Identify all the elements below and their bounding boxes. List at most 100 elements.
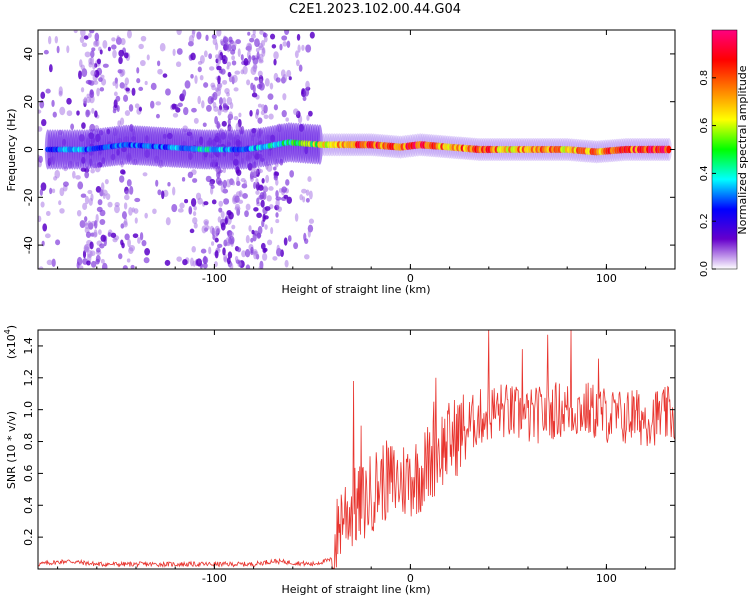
noise-speck bbox=[86, 253, 92, 263]
noise-speck bbox=[38, 266, 44, 269]
noise-speck bbox=[136, 67, 140, 74]
noise-speck bbox=[207, 96, 214, 105]
noise-speck bbox=[214, 54, 220, 59]
y-tick-label: -20 bbox=[22, 188, 35, 206]
noise-speck bbox=[289, 170, 294, 178]
noise-speck bbox=[197, 95, 201, 105]
noise-speck bbox=[51, 188, 56, 194]
noise-speck bbox=[231, 60, 237, 66]
noise-speck bbox=[228, 76, 233, 83]
noise-speck bbox=[272, 256, 278, 261]
noise-speck bbox=[94, 32, 100, 42]
noise-speck bbox=[138, 86, 144, 92]
noise-speck bbox=[192, 260, 196, 267]
noise-speck bbox=[171, 203, 178, 213]
y-tick-label: 1.0 bbox=[22, 401, 35, 419]
noise-speck bbox=[58, 90, 63, 97]
noise-speck bbox=[88, 61, 93, 68]
noise-speck bbox=[38, 215, 42, 223]
snr-ylabel: SNR (10 * v/v) bbox=[5, 411, 18, 489]
noise-speck bbox=[189, 228, 195, 234]
noise-speck bbox=[220, 211, 225, 219]
noise-speck bbox=[172, 186, 176, 196]
noise-speck bbox=[126, 179, 132, 187]
noise-speck bbox=[45, 210, 51, 217]
noise-speck bbox=[44, 233, 51, 239]
noise-speck bbox=[38, 126, 43, 132]
noise-speck bbox=[254, 168, 259, 176]
noise-speck bbox=[76, 110, 80, 116]
noise-speck bbox=[254, 76, 259, 81]
noise-speck bbox=[225, 179, 232, 188]
noise-speck bbox=[273, 166, 277, 171]
noise-speck bbox=[218, 200, 224, 207]
noise-speck bbox=[120, 239, 124, 246]
noise-speck bbox=[261, 104, 265, 112]
noise-speck bbox=[234, 70, 241, 75]
noise-speck bbox=[218, 97, 223, 106]
noise-speck bbox=[236, 247, 242, 253]
noise-speck bbox=[129, 244, 136, 252]
noise-speck bbox=[212, 37, 218, 46]
noise-speck bbox=[97, 199, 103, 206]
noise-speck bbox=[232, 194, 238, 203]
noise-speck bbox=[188, 205, 193, 215]
noise-speck bbox=[209, 225, 214, 234]
noise-speck bbox=[196, 258, 203, 267]
noise-speck bbox=[193, 117, 199, 124]
noise-speck bbox=[84, 171, 90, 179]
noise-speck bbox=[177, 102, 183, 108]
noise-speck bbox=[80, 30, 86, 37]
noise-speck bbox=[231, 55, 236, 61]
noise-speck bbox=[260, 242, 266, 250]
noise-speck bbox=[52, 111, 57, 118]
noise-speck bbox=[171, 103, 177, 110]
noise-speck bbox=[222, 36, 229, 44]
noise-speck bbox=[144, 80, 148, 86]
noise-speck bbox=[199, 75, 204, 81]
noise-speck bbox=[211, 199, 217, 205]
noise-speck bbox=[132, 233, 139, 239]
noise-speck bbox=[262, 252, 268, 261]
noise-speck bbox=[87, 32, 92, 38]
noise-speck bbox=[202, 262, 208, 269]
noise-speck bbox=[124, 77, 129, 86]
noise-speck bbox=[251, 92, 258, 98]
noise-speck bbox=[229, 102, 234, 110]
noise-speck bbox=[227, 251, 233, 259]
noise-speck bbox=[193, 205, 197, 211]
noise-speck bbox=[66, 97, 72, 105]
noise-speck bbox=[286, 40, 291, 48]
noise-speck bbox=[107, 46, 111, 52]
noise-speck bbox=[116, 35, 120, 42]
noise-speck bbox=[89, 89, 95, 98]
noise-speck bbox=[124, 110, 131, 116]
noise-speck bbox=[258, 59, 264, 64]
noise-speck bbox=[162, 73, 168, 78]
noise-speck bbox=[233, 87, 239, 92]
noise-speck bbox=[113, 99, 118, 109]
noise-speck bbox=[275, 219, 280, 224]
noise-speck bbox=[224, 217, 228, 225]
noise-speck bbox=[84, 51, 91, 58]
noise-speck bbox=[248, 55, 252, 63]
noise-speck bbox=[247, 31, 251, 36]
noise-speck bbox=[84, 216, 88, 222]
noise-speck bbox=[211, 34, 217, 40]
noise-speck bbox=[143, 257, 150, 264]
noise-speck bbox=[235, 39, 241, 45]
noise-speck bbox=[287, 235, 292, 242]
x-tick-label: 0 bbox=[407, 572, 414, 585]
spectrogram-marks bbox=[38, 30, 672, 269]
noise-speck bbox=[226, 65, 230, 70]
noise-speck bbox=[275, 190, 279, 198]
noise-speck bbox=[211, 84, 216, 91]
noise-speck bbox=[130, 264, 135, 269]
noise-speck bbox=[124, 194, 130, 201]
noise-speck bbox=[264, 206, 271, 211]
noise-speck bbox=[275, 179, 279, 186]
noise-speck bbox=[87, 222, 94, 228]
noise-speck bbox=[81, 42, 88, 48]
noise-speck bbox=[212, 101, 217, 109]
noise-speck bbox=[255, 47, 260, 53]
